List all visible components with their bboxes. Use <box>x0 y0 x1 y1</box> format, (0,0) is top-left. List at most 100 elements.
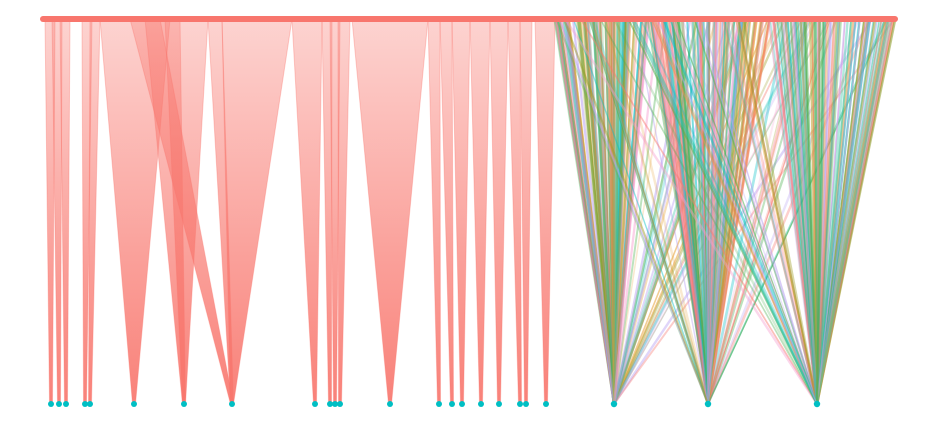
hub-c-link-123 <box>634 20 819 406</box>
hub-b-link-142 <box>633 21 709 405</box>
hub-c-link-140 <box>816 21 890 405</box>
hub-a-link-102 <box>583 20 616 406</box>
hub-a-link-11 <box>613 21 778 405</box>
hub-a-link-113 <box>600 21 615 405</box>
hub-a-link-116 <box>612 20 691 406</box>
hub-b-link-131 <box>672 21 709 405</box>
bottom-node-n20 <box>523 401 529 407</box>
hub-b-link-150 <box>707 21 751 405</box>
hub-c-link-122 <box>614 20 819 406</box>
hub-c-link-43 <box>815 20 833 406</box>
hub-c-link-136 <box>815 20 836 406</box>
hub-b-link-110 <box>707 21 715 405</box>
bottom-node-n11 <box>332 401 338 407</box>
hub-a-link-142 <box>565 20 616 406</box>
hub-b-link-68 <box>592 21 709 405</box>
hub-c-link-126 <box>772 20 819 406</box>
hub-c-link-46 <box>780 21 818 405</box>
bottom-node-n5 <box>87 401 93 407</box>
hub-b-link-117 <box>707 21 724 405</box>
hub-c-link-125 <box>816 21 840 405</box>
hub-b-link-35 <box>589 20 710 406</box>
hub-a-link-121 <box>605 21 615 405</box>
hub-a-link-127 <box>592 20 616 406</box>
hub-c-link-145 <box>789 20 819 406</box>
hub-b-link-86 <box>707 21 710 405</box>
hub-b-link-140 <box>663 20 710 406</box>
bottom-node-n4 <box>82 401 88 407</box>
hub-a-link-97 <box>612 20 660 406</box>
hub-c-link-61 <box>794 21 818 405</box>
bottom-node-n13 <box>387 401 393 407</box>
pink-fan-n13-1 <box>351 18 429 405</box>
hub-a-link-39 <box>613 21 802 405</box>
pink-fan-n9-1 <box>291 18 323 405</box>
hub-a-link-146 <box>613 21 629 405</box>
hub-a-link-46 <box>592 21 615 405</box>
hub-b-link-11 <box>706 20 837 406</box>
hub-b-link-41 <box>706 20 816 406</box>
hub-b-link-134 <box>706 20 716 406</box>
hub-a-link-143 <box>555 21 615 405</box>
hub-c-link-124 <box>742 20 819 406</box>
bottom-nodes <box>48 400 821 408</box>
hub-b-link-107 <box>696 21 709 405</box>
hub-c-link-28 <box>815 20 841 406</box>
hub-a-link-84 <box>612 20 703 406</box>
hub-c-link-14 <box>815 20 839 406</box>
hub-c-link-41 <box>663 20 819 406</box>
bottom-node-n9 <box>312 401 318 407</box>
hub-b-link-89 <box>707 21 735 405</box>
hub-b-link-97 <box>707 21 710 405</box>
hub-c-link-132 <box>814 20 819 406</box>
hub-a-link-66 <box>597 20 616 406</box>
hub-a-link-85 <box>613 21 828 405</box>
bottom-node-n1 <box>48 401 54 407</box>
hub-a-link-32 <box>595 20 616 406</box>
hub-b-link-145 <box>707 21 767 405</box>
bottom-node-n12 <box>337 401 343 407</box>
hub-c-link-134 <box>786 20 819 406</box>
hub-c-link-6 <box>701 21 818 405</box>
hub-c-link-105 <box>696 21 818 405</box>
pink-fan-n15-1 <box>439 18 455 405</box>
hub-c-link-133 <box>804 20 819 406</box>
hub-c-link-141 <box>815 20 887 406</box>
hub-c-link-4 <box>816 21 846 405</box>
bottom-node-n3 <box>63 401 69 407</box>
hub-c-link-144 <box>811 21 818 405</box>
hub-b-link-118 <box>573 21 709 405</box>
hub-b-link-127 <box>660 20 710 406</box>
hub-b-link-15 <box>706 20 859 406</box>
bottom-node-n18 <box>496 401 502 407</box>
hub-b-link-135 <box>707 21 804 405</box>
bottom-node-hub-b <box>704 400 712 408</box>
hub-c-link-12 <box>726 21 818 405</box>
hub-a-link-150 <box>613 21 649 405</box>
hub-a-link-45 <box>613 21 750 405</box>
hub-c-link-58 <box>652 21 818 405</box>
hub-b-link-82 <box>615 20 710 406</box>
hub-b-link-136 <box>706 20 756 406</box>
hub-b-link-27 <box>706 20 808 406</box>
hub-c-link-71 <box>737 20 819 406</box>
pink-fan-n16-1 <box>451 18 471 405</box>
bottom-node-n14 <box>436 401 442 407</box>
bottom-node-n15 <box>449 401 455 407</box>
hub-a-link-60 <box>613 21 709 405</box>
bottom-node-n8 <box>229 401 235 407</box>
hub-c-link-99 <box>815 20 871 406</box>
bottom-node-hub-a <box>610 400 618 408</box>
hub-b-link-132 <box>706 20 724 406</box>
pink-fan-n20-1 <box>519 18 533 405</box>
hub-a-link-81 <box>597 21 615 405</box>
hub-a-link-77 <box>612 20 785 406</box>
hub-b-link-141 <box>707 21 887 405</box>
hub-b-link-28 <box>707 21 809 405</box>
hub-c-link-68 <box>683 21 818 405</box>
pink-fan-n19-1 <box>507 18 523 405</box>
hub-a-link-33 <box>593 20 616 406</box>
hub-c-link-79 <box>815 20 842 406</box>
hub-b-link-106 <box>707 21 721 405</box>
bottom-node-n7 <box>181 401 187 407</box>
